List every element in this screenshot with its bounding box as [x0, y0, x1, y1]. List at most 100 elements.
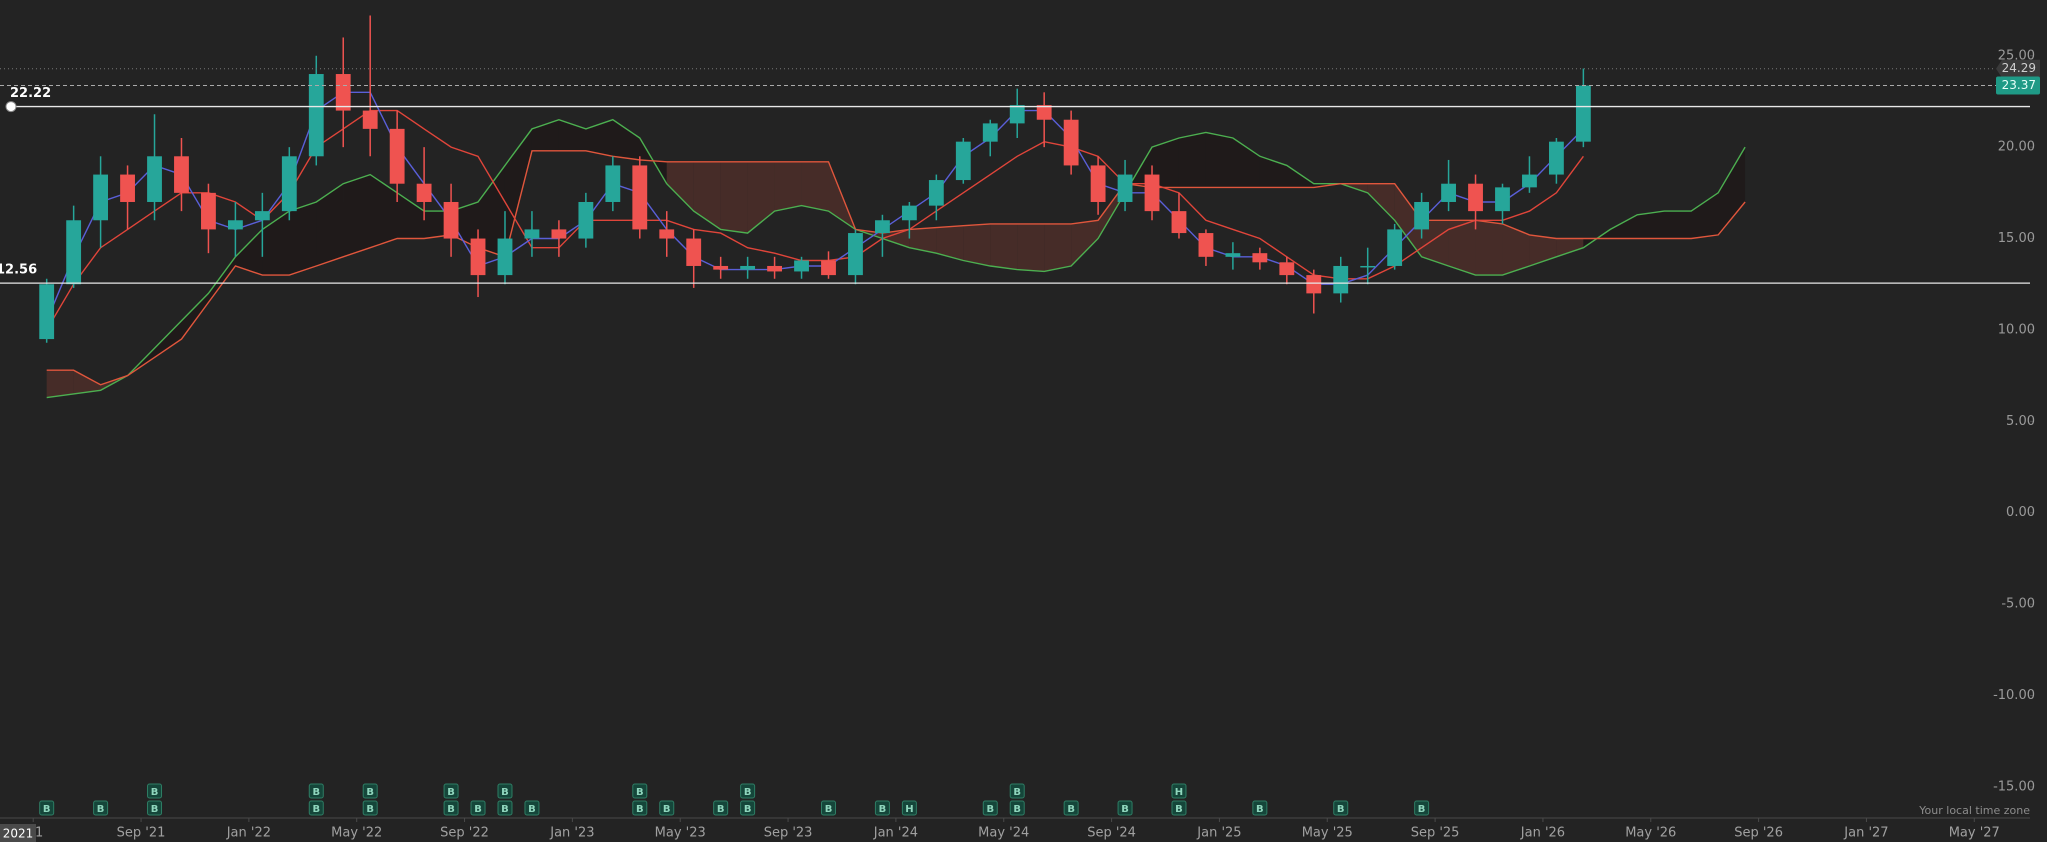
- x-tick-label: Sep '22: [440, 826, 489, 841]
- signal-badge: B: [147, 783, 163, 799]
- signal-badge: B: [982, 800, 998, 816]
- signal-label: B: [1175, 804, 1183, 815]
- cloud-segment: [1637, 211, 1665, 239]
- candle-body: [1387, 229, 1403, 266]
- cloud-segment: [1259, 156, 1287, 188]
- candle-body: [174, 156, 189, 193]
- candle-body: [362, 110, 378, 129]
- candle-body: [821, 260, 836, 276]
- signal-label: B: [151, 787, 159, 798]
- candle-body: [1171, 211, 1187, 234]
- candle-body: [470, 238, 486, 276]
- cloud-segment: [558, 119, 586, 151]
- x-tick-label: Sep '25: [1411, 826, 1460, 841]
- x-tick-label: May '24: [978, 826, 1029, 841]
- candle-body: [1009, 105, 1025, 124]
- cloud-segment: [289, 201, 317, 276]
- x-tick-label: Jan '27: [1843, 826, 1888, 841]
- cloud-segment: [316, 183, 344, 266]
- candle-body: [1306, 275, 1322, 294]
- candle-body: [713, 265, 729, 270]
- candle-body: [982, 123, 998, 142]
- cloud-segment: [801, 161, 829, 212]
- signal-label: B: [744, 787, 752, 798]
- cloud-segment: [1232, 138, 1260, 188]
- signal-badge: B: [1333, 800, 1349, 816]
- signal-badge: B: [443, 783, 459, 799]
- signal-box: [659, 800, 675, 816]
- candle-body: [1575, 85, 1591, 142]
- y-tick-label: -10.00: [1993, 688, 2035, 703]
- signal-label: B: [366, 787, 374, 798]
- candle-body: [1036, 105, 1052, 120]
- signal-box: [1171, 783, 1187, 799]
- signal-label: B: [312, 804, 320, 815]
- signal-label: B: [501, 804, 509, 815]
- candle-body: [1333, 265, 1349, 294]
- signal-badge: B: [443, 800, 459, 816]
- signal-label: B: [447, 804, 455, 815]
- signal-box: [308, 783, 324, 799]
- signal-badge: B: [1063, 800, 1079, 816]
- signal-badge: B: [821, 800, 837, 816]
- signal-box: [362, 800, 378, 816]
- candle-body: [605, 165, 621, 202]
- signal-label: B: [879, 804, 887, 815]
- cloud-segment: [1044, 223, 1072, 272]
- candle-body: [1468, 183, 1483, 212]
- candle-body: [66, 220, 82, 285]
- signal-box: [93, 800, 109, 816]
- price-line-handle: [5, 101, 17, 113]
- candle-body: [955, 141, 971, 181]
- signal-box: [443, 800, 459, 816]
- cloud-segment: [1502, 223, 1530, 276]
- signal-badge: H: [901, 800, 917, 816]
- cloud-segment: [208, 256, 236, 303]
- cloud-segment: [1556, 238, 1584, 257]
- cloud-segment: [370, 174, 398, 248]
- candle-body: [1360, 265, 1376, 268]
- cloud-segment: [1071, 220, 1099, 266]
- x-tick-label: May '22: [331, 826, 382, 841]
- base-line: [46, 109, 1584, 331]
- signal-badge: B: [470, 800, 486, 816]
- signal-badge: B: [659, 800, 675, 816]
- signal-box: [497, 800, 513, 816]
- signal-badge: B: [1117, 800, 1133, 816]
- candle-body: [794, 260, 809, 272]
- candle-body: [416, 183, 432, 202]
- signal-box: [147, 800, 163, 816]
- signal-box: [1117, 800, 1133, 816]
- candle-body: [1441, 183, 1456, 202]
- candle-body: [443, 201, 459, 239]
- date-badge-box: [0, 824, 36, 842]
- cloud-segment: [909, 227, 937, 254]
- signal-box: [713, 800, 729, 816]
- cloud-segment: [1664, 211, 1692, 239]
- signal-badge: B: [362, 800, 378, 816]
- signal-box: [1009, 783, 1025, 799]
- signal-label: B: [474, 804, 482, 815]
- timezone-note: Your local time zone: [1918, 804, 2030, 817]
- cloud-segment: [882, 229, 910, 248]
- candle-body: [1279, 262, 1295, 276]
- signal-badge: B: [740, 783, 756, 799]
- cloud-segment: [1394, 183, 1422, 257]
- cloud-segment: [397, 192, 425, 239]
- signal-box: [1333, 800, 1349, 816]
- signal-label: B: [986, 804, 994, 815]
- candle-body: [281, 156, 297, 212]
- cloud-segment: [262, 211, 290, 276]
- candle-body: [227, 220, 243, 230]
- signal-badge: B: [1414, 800, 1430, 816]
- cloud-segment: [73, 370, 101, 394]
- x-tick-label: May '27: [1949, 826, 2000, 841]
- candle-body: [1063, 119, 1079, 166]
- cloud-segment: [1529, 234, 1557, 266]
- candle-body: [848, 233, 863, 276]
- cloud-segment: [504, 128, 532, 257]
- cloud-segment: [235, 229, 263, 276]
- signal-box: [39, 800, 55, 816]
- signal-label: B: [636, 804, 644, 815]
